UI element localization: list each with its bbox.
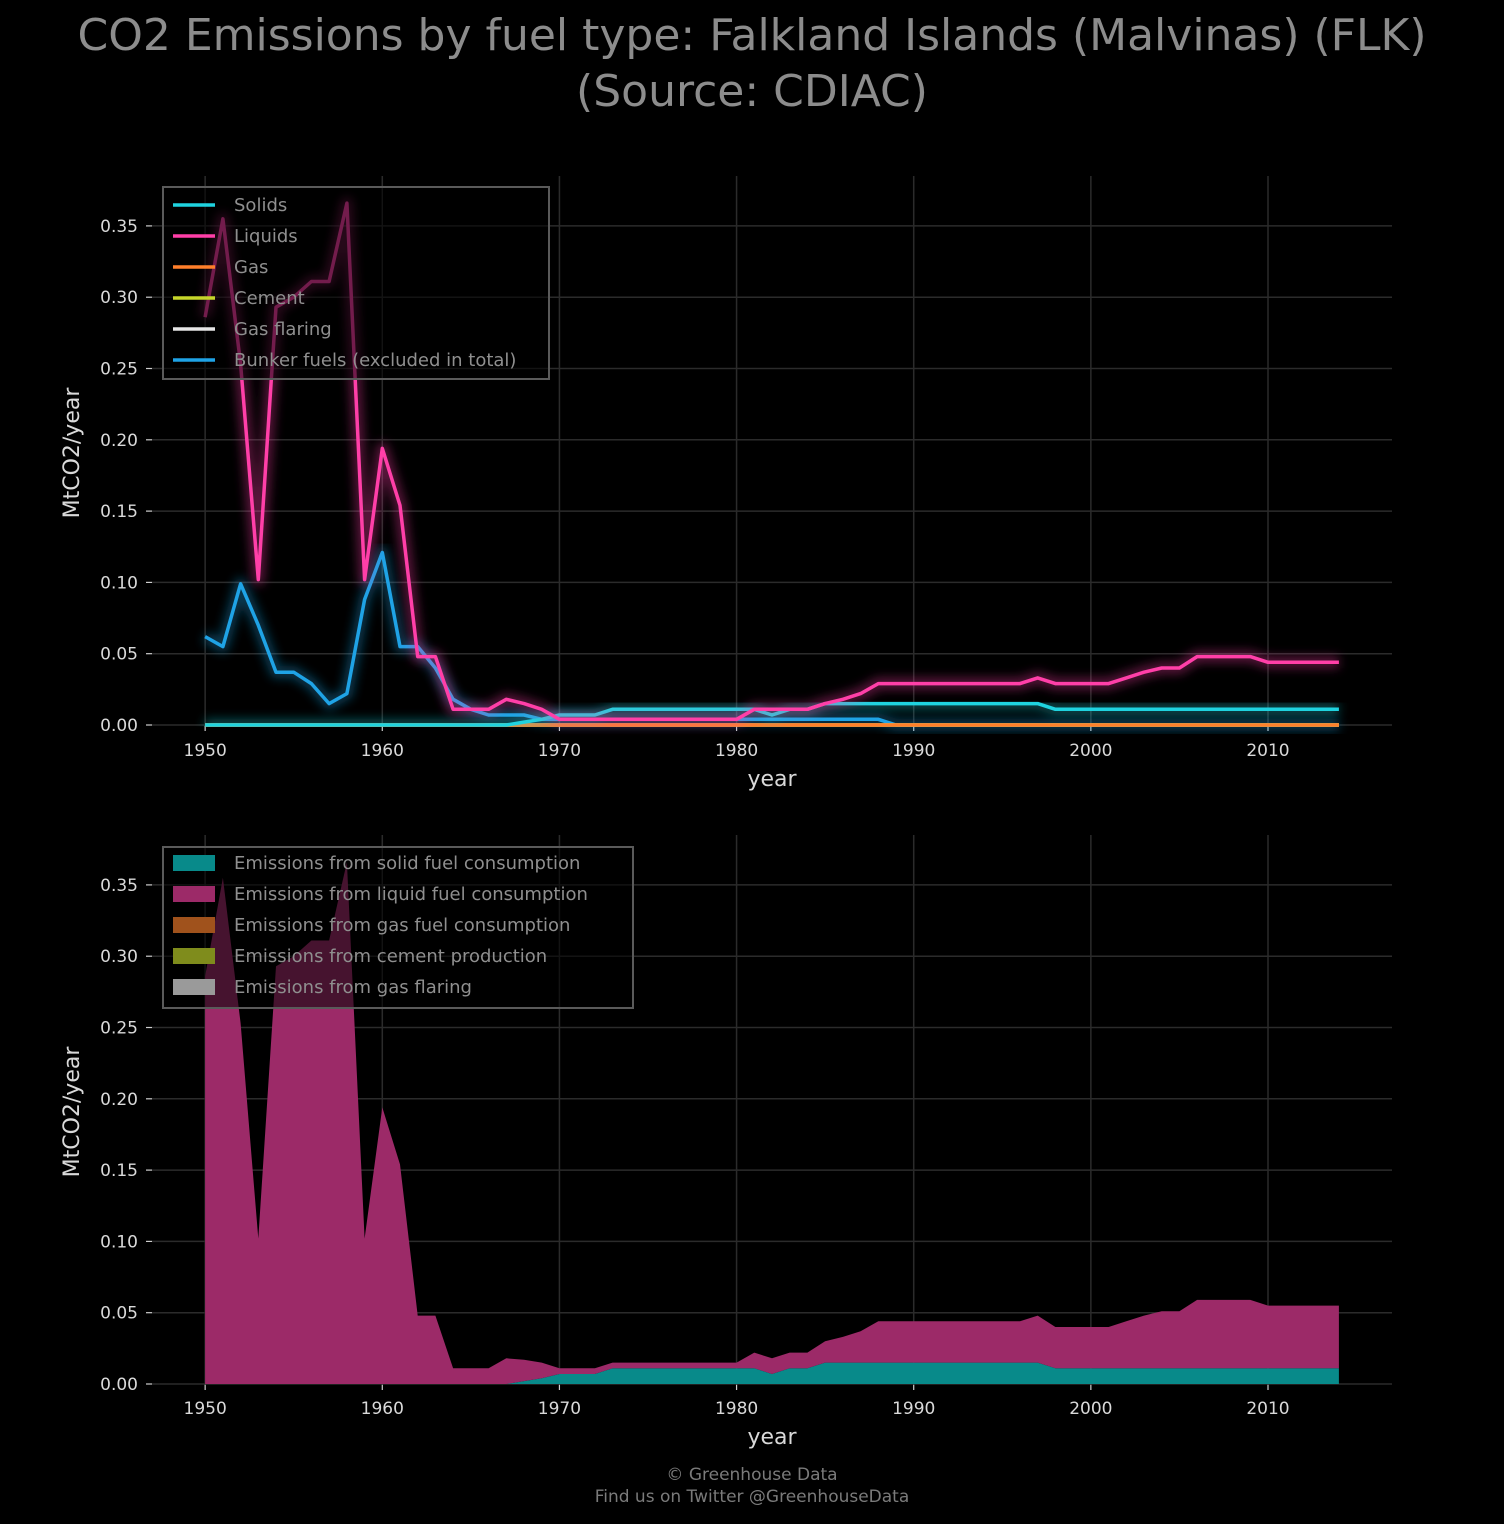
- area-chart-y-tick-label: 0.05: [100, 1304, 138, 1324]
- legend-label: Gas: [234, 257, 268, 278]
- area-chart-x-axis-label: year: [747, 1425, 797, 1450]
- legend-swatch: [173, 917, 215, 933]
- legend-label: Emissions from solid fuel consumption: [234, 853, 580, 874]
- legend-label: Emissions from cement production: [234, 946, 547, 967]
- chart-title: CO2 Emissions by fuel type: Falkland Isl…: [0, 8, 1504, 120]
- legend-label: Solids: [234, 195, 287, 216]
- legend-label: Emissions from gas flaring: [234, 977, 472, 998]
- legend-label: Cement: [234, 288, 305, 309]
- area-series-layer: [205, 862, 1339, 1384]
- area-chart-y-axis-label: MtCO2/year: [60, 1046, 85, 1178]
- line-chart-y-tick-label: 0.10: [100, 573, 138, 593]
- legend-label: Emissions from liquid fuel consumption: [234, 884, 588, 905]
- series-glow-bunker-fuels-excluded-in-total: [202, 546, 1339, 731]
- footer: © Greenhouse Data Find us on Twitter @Gr…: [0, 1464, 1504, 1508]
- line-chart-x-tick-label: 2000: [1069, 741, 1112, 761]
- legend-swatch: [173, 886, 215, 902]
- legend-label: Gas flaring: [234, 319, 332, 340]
- legend-box: [162, 186, 550, 380]
- line-chart-x-tick-label: 1970: [538, 741, 581, 761]
- legend-label: Liquids: [234, 226, 298, 247]
- line-chart-y-tick-label: 0.05: [100, 645, 138, 665]
- line-chart-x-tick-label: 1950: [184, 741, 227, 761]
- area-chart-x-tick-label: 1990: [892, 1399, 935, 1419]
- chart-title-line-1: CO2 Emissions by fuel type: Falkland Isl…: [77, 10, 1427, 61]
- area-emissions-from-liquid-fuel-consumption: [205, 862, 1339, 1384]
- area-chart-x-tick-label: 2010: [1246, 1399, 1289, 1419]
- area-chart-panel: 1950 1960 1970 1980 1990 2000 2010 0.00 0.05 0.10…: [60, 835, 1392, 1450]
- legend-swatch: [173, 979, 215, 995]
- line-chart-y-tick-label: 0.30: [100, 288, 138, 308]
- area-chart-x-tick-label: 1980: [715, 1399, 758, 1419]
- area-chart-x-tick-label: 1970: [538, 1399, 581, 1419]
- series-line-liquids: [203, 201, 1339, 722]
- line-chart-x-tick-label: 1990: [892, 741, 935, 761]
- copyright-text: © Greenhouse Data: [666, 1465, 838, 1485]
- line-chart-y-tick-label: 0.20: [100, 431, 138, 451]
- area-chart-y-tick-label: 0.10: [100, 1232, 138, 1252]
- line-chart-y-tick-label: 0.35: [100, 217, 138, 237]
- line-chart-y-tick-label: 0.15: [100, 502, 138, 522]
- area-chart-x-tick-label: 1950: [184, 1399, 227, 1419]
- line-chart-y-tick-label: 0.25: [100, 360, 138, 380]
- line-chart-x-axis-label: year: [747, 767, 797, 792]
- line-chart-x-tick-label: 2010: [1246, 741, 1289, 761]
- twitter-text: Find us on Twitter @GreenhouseData: [594, 1487, 910, 1507]
- area-chart-legend: Emissions from solid fuel consumption Emi…: [162, 846, 634, 1009]
- area-chart-x-tick-label: 2000: [1069, 1399, 1112, 1419]
- legend-swatch: [173, 948, 215, 964]
- area-chart-y-tick-label: 0.00: [100, 1375, 138, 1395]
- line-chart-panel: 1950 1960 1970 1980 1990 2000 2010 0.00 0.05 0.10…: [60, 176, 1392, 792]
- area-chart-y-tick-label: 0.30: [100, 947, 138, 967]
- area-chart-y-tick-label: 0.15: [100, 1161, 138, 1181]
- area-chart-y-tick-label: 0.20: [100, 1090, 138, 1110]
- line-chart-x-tick-label: 1960: [361, 741, 404, 761]
- line-chart-legend: Solids Liquids Gas Cement Gas flaring Bunker …: [162, 186, 550, 380]
- area-chart-y-tick-label: 0.35: [100, 876, 138, 896]
- legend-swatch: [173, 855, 215, 871]
- line-chart-y-axis-label: MtCO2/year: [60, 387, 85, 519]
- area-emissions-from-solid-fuel-consumption: [205, 1362, 1339, 1384]
- chart-title-line-2: (Source: CDIAC): [576, 66, 928, 117]
- area-chart-y-tick-label: 0.25: [100, 1019, 138, 1039]
- line-chart-y-tick-label: 0.00: [100, 716, 138, 736]
- line-chart-x-tick-label: 1980: [715, 741, 758, 761]
- line-series-layer: [199, 197, 1339, 731]
- legend-label: Emissions from gas fuel consumption: [234, 915, 570, 936]
- area-chart-x-tick-label: 1960: [361, 1399, 404, 1419]
- legend-label: Bunker fuels (excluded in total): [234, 350, 516, 371]
- legend-box: [162, 846, 634, 1009]
